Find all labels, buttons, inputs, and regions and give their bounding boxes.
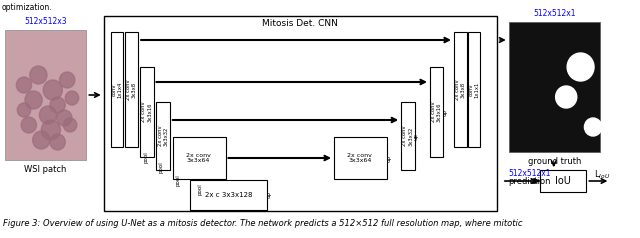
- Circle shape: [50, 134, 65, 150]
- Circle shape: [60, 72, 75, 88]
- Circle shape: [33, 131, 50, 149]
- Circle shape: [25, 91, 42, 109]
- Circle shape: [584, 118, 602, 136]
- Text: 512x512x3: 512x512x3: [24, 18, 67, 26]
- Text: Figure 3: Overview of using U-Net as a mitosis detector. The network predicts a : Figure 3: Overview of using U-Net as a m…: [3, 219, 522, 228]
- Text: up: up: [443, 109, 448, 115]
- Circle shape: [29, 66, 47, 84]
- Bar: [104, 16, 497, 211]
- Bar: [173, 137, 225, 179]
- Text: 2x conv
3x3x8: 2x conv 3x3x8: [455, 79, 466, 100]
- Circle shape: [50, 97, 65, 113]
- Circle shape: [65, 91, 79, 105]
- Text: pool: pool: [143, 151, 148, 163]
- Circle shape: [17, 103, 31, 117]
- Circle shape: [41, 120, 60, 140]
- Circle shape: [556, 86, 577, 108]
- Text: ground truth: ground truth: [527, 157, 581, 165]
- Bar: [111, 32, 123, 147]
- Text: WSI patch: WSI patch: [24, 164, 67, 174]
- Bar: [430, 67, 444, 157]
- Bar: [540, 170, 586, 192]
- Circle shape: [39, 106, 56, 124]
- Circle shape: [21, 117, 36, 133]
- Text: 2x conv
3x3x64: 2x conv 3x3x64: [186, 153, 211, 164]
- Bar: [190, 180, 267, 210]
- Text: L$_{IoU}$: L$_{IoU}$: [593, 169, 610, 181]
- Text: 2x conv
3x3x16: 2x conv 3x3x16: [141, 102, 152, 122]
- Text: Mitosis Det. CNN: Mitosis Det. CNN: [262, 20, 339, 29]
- Circle shape: [567, 53, 594, 81]
- Text: up: up: [266, 192, 271, 198]
- Circle shape: [43, 80, 62, 100]
- Text: 512x512x1: 512x512x1: [509, 169, 551, 178]
- Text: up: up: [414, 133, 419, 139]
- Text: conv
1x1x1: conv 1x1x1: [468, 81, 479, 98]
- Bar: [468, 32, 480, 147]
- Text: pool: pool: [175, 174, 180, 186]
- Text: 2x conv
3x3x16: 2x conv 3x3x16: [431, 102, 442, 122]
- Text: 2x conv
3x3x32: 2x conv 3x3x32: [403, 126, 413, 146]
- Bar: [509, 22, 600, 152]
- Text: 512x512x1: 512x512x1: [533, 10, 575, 19]
- Text: 2x c 3x3x128: 2x c 3x3x128: [205, 192, 252, 198]
- Text: prediction: prediction: [509, 178, 551, 187]
- Text: 2x conv
3x3x32: 2x conv 3x3x32: [157, 126, 168, 146]
- Bar: [125, 32, 138, 147]
- Text: pool: pool: [197, 183, 202, 195]
- Circle shape: [63, 118, 77, 132]
- Bar: [140, 67, 154, 157]
- Text: IoU: IoU: [556, 176, 572, 186]
- Text: 2x conv
3x3x8: 2x conv 3x3x8: [126, 79, 137, 100]
- Text: pool: pool: [159, 161, 164, 173]
- Text: 2x conv
3x3x64: 2x conv 3x3x64: [348, 153, 372, 164]
- Bar: [156, 102, 170, 170]
- Bar: [4, 30, 86, 160]
- Bar: [401, 102, 415, 170]
- Circle shape: [56, 110, 72, 126]
- Circle shape: [16, 77, 31, 93]
- Bar: [334, 137, 387, 179]
- Bar: [454, 32, 467, 147]
- Text: optimization.: optimization.: [2, 3, 52, 12]
- Text: up: up: [386, 154, 391, 162]
- Text: conv
1x1x4: conv 1x1x4: [111, 81, 122, 98]
